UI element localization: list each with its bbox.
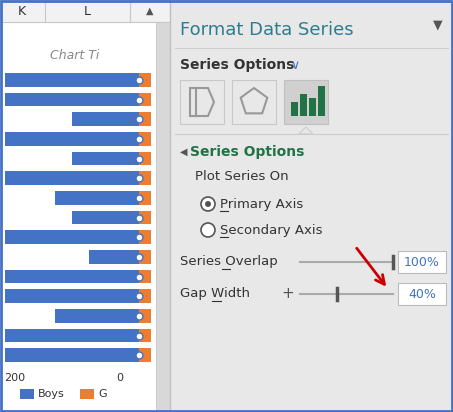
Bar <box>318 86 325 116</box>
Bar <box>309 98 316 116</box>
Bar <box>5 270 139 283</box>
Text: 40%: 40% <box>408 288 436 300</box>
Text: ∨: ∨ <box>290 59 299 72</box>
Bar <box>89 250 139 264</box>
Bar <box>139 171 151 185</box>
Text: Boys: Boys <box>38 389 65 399</box>
Text: Gap Width: Gap Width <box>180 288 250 300</box>
Bar <box>5 230 139 244</box>
Text: ▼: ▼ <box>434 19 443 31</box>
Bar <box>139 73 151 87</box>
Bar <box>139 250 151 264</box>
Bar <box>72 152 139 165</box>
Bar <box>20 389 34 399</box>
Bar <box>291 102 298 116</box>
Text: Secondary Axis: Secondary Axis <box>220 223 323 236</box>
Circle shape <box>205 201 211 207</box>
Bar <box>55 309 139 323</box>
Bar <box>5 93 139 106</box>
Bar <box>130 0 170 22</box>
Bar <box>55 191 139 204</box>
Bar <box>232 80 276 124</box>
Text: +: + <box>282 286 294 302</box>
Bar <box>139 270 151 283</box>
Bar <box>284 80 328 124</box>
Bar <box>139 329 151 342</box>
Bar <box>0 22 156 412</box>
Bar <box>139 191 151 204</box>
Bar <box>72 211 139 224</box>
Bar <box>139 112 151 126</box>
Bar <box>170 0 453 412</box>
Bar <box>5 73 139 87</box>
Bar <box>398 251 446 273</box>
Circle shape <box>201 223 215 237</box>
Bar <box>80 389 94 399</box>
Bar <box>5 349 139 362</box>
Text: 100%: 100% <box>404 255 440 269</box>
Bar <box>5 132 139 145</box>
Text: ▲: ▲ <box>146 6 154 16</box>
Bar <box>139 152 151 165</box>
Bar <box>0 0 170 412</box>
Text: K: K <box>18 5 26 17</box>
Text: Chart Ti: Chart Ti <box>50 49 100 61</box>
Bar <box>139 93 151 106</box>
Bar <box>139 290 151 303</box>
Polygon shape <box>299 127 313 134</box>
Bar <box>72 112 139 126</box>
Text: ◀: ◀ <box>180 147 188 157</box>
Bar <box>5 329 139 342</box>
Bar <box>5 290 139 303</box>
Bar <box>180 80 224 124</box>
Text: Plot Series On: Plot Series On <box>195 169 289 183</box>
Bar <box>139 230 151 244</box>
Text: Series Options: Series Options <box>180 58 294 72</box>
Bar <box>156 22 170 412</box>
Bar <box>5 171 139 185</box>
Bar <box>139 309 151 323</box>
Text: Series Overlap: Series Overlap <box>180 255 278 269</box>
Text: G: G <box>98 389 106 399</box>
Text: Primary Axis: Primary Axis <box>220 197 303 211</box>
Bar <box>0 0 170 22</box>
Bar <box>398 283 446 305</box>
Text: 200: 200 <box>5 373 25 383</box>
Text: Series Options: Series Options <box>190 145 304 159</box>
Text: 0: 0 <box>116 373 124 383</box>
Circle shape <box>201 197 215 211</box>
Bar <box>139 349 151 362</box>
Bar <box>139 132 151 145</box>
Bar <box>300 94 307 116</box>
Bar <box>139 211 151 224</box>
Text: L: L <box>83 5 91 17</box>
Text: Format Data Series: Format Data Series <box>180 21 354 39</box>
